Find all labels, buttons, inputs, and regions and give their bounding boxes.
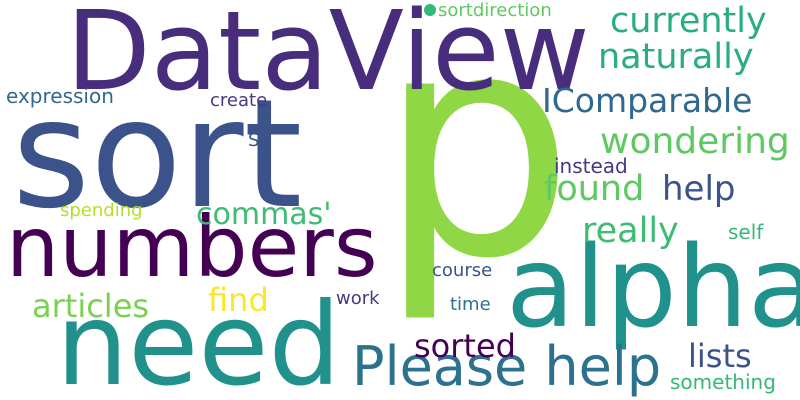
word-really: really bbox=[582, 211, 679, 251]
word-dataview: DataView bbox=[66, 0, 590, 115]
word-commas: commas' bbox=[196, 197, 332, 232]
word-find: find bbox=[208, 281, 269, 319]
word-work: work bbox=[336, 288, 380, 309]
word-instead: instead bbox=[554, 154, 628, 178]
word-dot bbox=[424, 4, 436, 16]
word-alpha: alpha bbox=[506, 223, 800, 353]
word-sortdirection: sortdirection bbox=[438, 0, 552, 21]
word-need: need bbox=[56, 278, 341, 400]
word-p: p bbox=[378, 0, 575, 327]
word-expression: expression bbox=[6, 84, 114, 108]
word-sorted: sorted bbox=[414, 327, 516, 365]
word-numbers: numbers bbox=[6, 198, 378, 296]
word-something: something bbox=[670, 370, 776, 394]
word-s: S bbox=[248, 130, 260, 151]
word-time: time bbox=[450, 294, 491, 315]
word-create: create bbox=[210, 90, 268, 111]
word-help: help bbox=[662, 169, 736, 209]
word-please-help: Please help bbox=[352, 335, 662, 398]
word-naturally: naturally bbox=[598, 37, 754, 77]
word-course: course bbox=[432, 260, 493, 281]
word-wondering: wondering bbox=[600, 121, 790, 162]
word-sort: sort bbox=[12, 68, 303, 242]
word-lists: lists bbox=[688, 337, 752, 375]
word-currently: currently bbox=[610, 1, 767, 41]
word-articles: articles bbox=[32, 287, 150, 325]
word-found: found bbox=[544, 169, 645, 209]
word-spending: spending bbox=[60, 200, 143, 221]
word-self: self bbox=[728, 220, 764, 244]
word-icomparable: IComparable bbox=[542, 81, 753, 120]
